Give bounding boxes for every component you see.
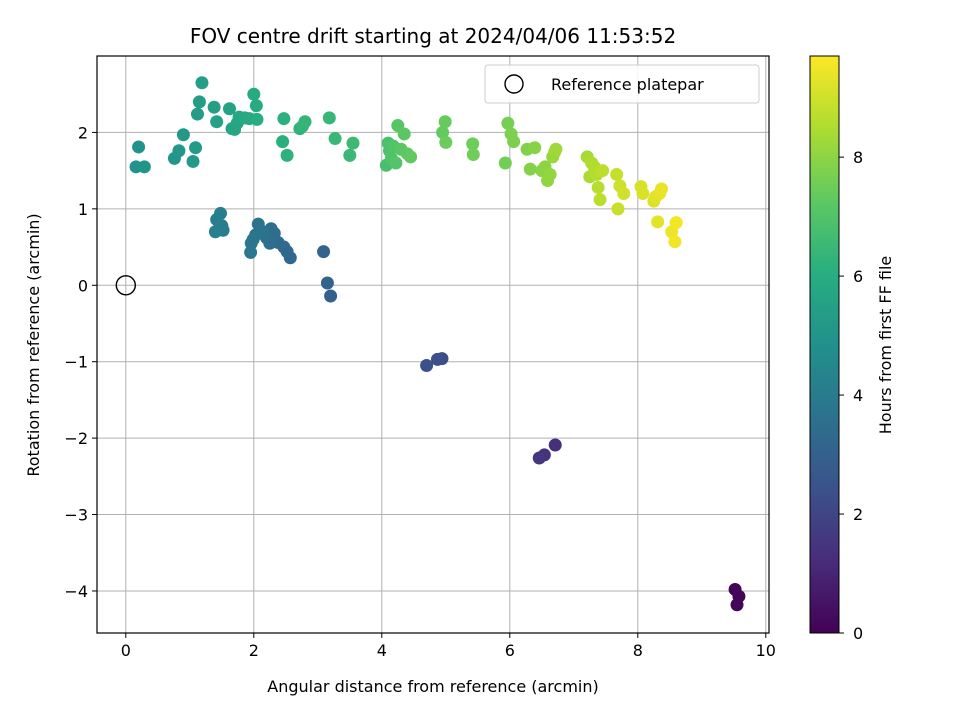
x-tick-label: 8 — [633, 641, 643, 660]
x-axis-ticks: 0 2 4 6 8 10 — [121, 633, 776, 660]
reference-platepar-marker — [115, 275, 137, 296]
data-point — [498, 156, 512, 170]
x-tick-label: 10 — [756, 641, 776, 660]
legend: Reference platepar — [484, 64, 760, 104]
data-point — [654, 182, 668, 196]
y-axis-label: Rotation from reference (arcmin) — [24, 213, 43, 476]
colorbar-tick-label: 8 — [853, 148, 863, 167]
x-axis-label: Angular distance from reference (arcmin) — [267, 677, 598, 696]
data-point — [276, 135, 290, 149]
data-point — [593, 193, 607, 207]
data-point — [195, 76, 209, 90]
y-axis-ticks: −4 −3 −2 −1 0 1 2 — [64, 123, 97, 601]
data-point — [404, 150, 418, 164]
data-point — [439, 135, 453, 149]
data-point — [466, 148, 480, 162]
data-point — [438, 115, 452, 129]
data-point — [611, 202, 625, 216]
data-point — [137, 160, 151, 174]
x-tick-label: 2 — [249, 641, 259, 660]
data-point — [501, 116, 515, 130]
y-tick-label: −4 — [64, 582, 88, 601]
data-point — [543, 167, 557, 181]
x-tick-label: 0 — [121, 641, 131, 660]
colorbar-frame — [809, 55, 840, 634]
data-point — [277, 112, 291, 126]
y-tick-label: 1 — [78, 200, 88, 219]
data-point — [247, 87, 261, 101]
x-tick-label: 4 — [377, 641, 387, 660]
colorbar-tick-label: 0 — [853, 624, 863, 643]
data-point — [189, 141, 203, 155]
data-point — [208, 225, 222, 239]
data-point — [298, 115, 312, 129]
data-point — [222, 102, 236, 116]
data-point — [210, 115, 224, 129]
data-point — [251, 217, 265, 231]
y-tick-label: −3 — [64, 506, 88, 525]
data-point — [636, 187, 650, 201]
data-point — [328, 132, 342, 146]
data-point — [176, 128, 190, 142]
data-point — [430, 352, 444, 366]
data-point — [172, 144, 186, 158]
colorbar-tick-label: 2 — [853, 505, 863, 524]
data-point — [132, 140, 146, 154]
legend-box — [484, 64, 760, 104]
data-point — [280, 148, 294, 162]
data-points — [129, 76, 746, 612]
data-point — [466, 137, 480, 151]
legend-reference-marker — [504, 74, 524, 94]
data-point — [322, 111, 336, 125]
data-point — [523, 162, 537, 176]
colorbar-ticks: 0 2 4 6 8 — [839, 148, 863, 643]
data-point — [420, 359, 434, 373]
grid-lines — [97, 56, 769, 633]
chart-title: FOV centre drift starting at 2024/04/06 … — [190, 24, 676, 48]
data-point — [730, 598, 744, 612]
data-point — [320, 276, 334, 290]
y-tick-label: −2 — [64, 429, 88, 448]
data-point — [190, 107, 204, 121]
data-point — [549, 142, 563, 156]
data-point — [186, 154, 200, 168]
x-tick-label: 6 — [505, 641, 515, 660]
y-tick-label: 2 — [78, 123, 88, 142]
data-point — [610, 167, 624, 181]
data-point — [346, 136, 360, 150]
data-point — [343, 148, 357, 162]
data-point — [617, 187, 631, 201]
data-point — [317, 245, 331, 259]
colorbar-gradient — [810, 56, 839, 633]
data-point — [507, 135, 521, 149]
data-point — [528, 141, 542, 155]
data-point — [591, 180, 605, 194]
data-point — [669, 216, 683, 230]
data-point — [249, 99, 263, 113]
data-point — [250, 112, 264, 126]
data-point — [397, 127, 411, 141]
data-point — [389, 156, 403, 170]
data-point — [436, 125, 450, 139]
colorbar-tick-label: 6 — [853, 267, 863, 286]
data-point — [548, 438, 562, 452]
y-tick-label: −1 — [64, 353, 88, 372]
reference-marker-layer — [115, 275, 137, 296]
y-tick-label: 0 — [78, 276, 88, 295]
colorbar-tick-label: 4 — [853, 386, 863, 405]
colorbar: 0 2 4 6 8 Hours from first FF file — [809, 55, 895, 643]
data-point — [244, 245, 258, 259]
data-point — [596, 164, 610, 178]
data-point — [207, 100, 221, 114]
data-point — [192, 95, 206, 109]
data-point — [668, 235, 682, 249]
plot-frame — [96, 55, 770, 634]
data-point — [324, 289, 338, 303]
data-point — [651, 215, 665, 229]
data-point — [210, 213, 224, 227]
legend-entry-reference-platepar: Reference platepar — [551, 75, 704, 94]
colorbar-label: Hours from first FF file — [876, 256, 895, 435]
data-point — [532, 451, 546, 465]
